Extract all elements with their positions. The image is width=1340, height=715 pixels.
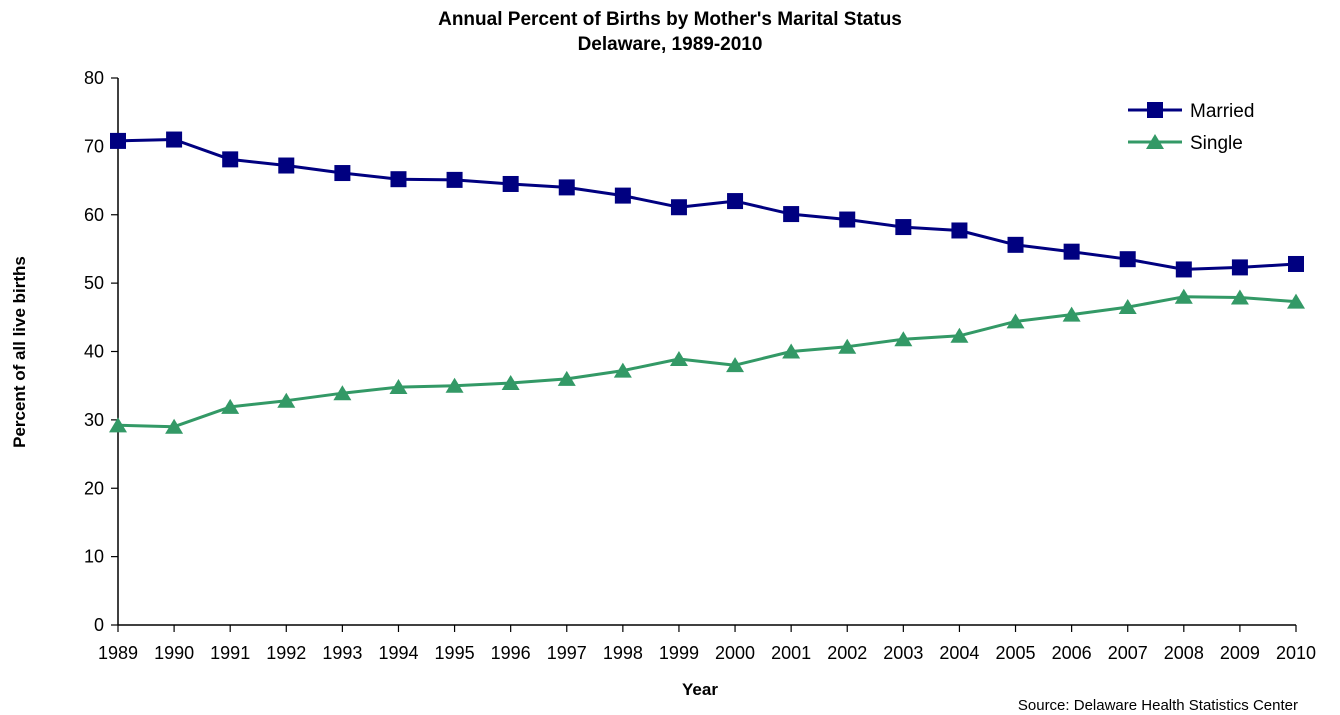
x-tick-label: 2010 [1276,643,1316,663]
source-note: Source: Delaware Health Statistics Cente… [1018,697,1298,714]
married-point [110,132,126,149]
single-point [1006,313,1025,329]
legend: Married Single [1128,101,1254,154]
married-point [727,193,744,210]
single-point [1287,293,1305,309]
x-tick-label: 1992 [266,643,306,663]
chart-title: Annual Percent of Births by Mother's Mar… [438,9,902,30]
married-point [951,222,968,239]
single-point [109,417,127,433]
x-tick-label: 1995 [435,643,475,663]
married-point [390,171,407,188]
single-point [1174,288,1193,304]
x-tick-label: 1998 [603,643,643,663]
married-point [1288,255,1304,272]
x-tick-label: 2003 [883,643,923,663]
series-single [109,288,1305,434]
x-tick-labels: 1989 1990 1991 1992 1993 1994 1995 1996 1997 1998… [98,643,1316,663]
single-point [165,418,184,434]
married-point [895,219,912,236]
x-tick-label: 2009 [1220,643,1260,663]
x-tick-label: 1990 [154,643,194,663]
married-point [558,179,575,196]
single-point [1230,289,1249,305]
single-point [1062,306,1081,322]
married-point [1063,243,1080,260]
married-point [783,206,800,223]
x-tick-label: 1989 [98,643,138,663]
married-point [1231,259,1248,276]
single-point [389,379,408,395]
married-point [166,131,183,148]
x-tick-label: 2001 [771,643,811,663]
series-layer [109,131,1305,434]
x-tick-label: 2006 [1052,643,1092,663]
legend-single-label: Single [1190,133,1243,154]
y-tick-label: 60 [84,205,104,225]
single-point [333,385,352,401]
x-tick-label: 2007 [1108,643,1148,663]
x-tick-label: 1994 [378,643,418,663]
single-point [557,370,576,386]
y-tick-label: 20 [84,478,104,498]
x-axis-label: Year [682,680,718,699]
married-point [614,187,631,204]
y-tick-labels: 0 10 20 30 40 50 60 70 80 [84,68,104,635]
x-tick-label: 1993 [322,643,362,663]
x-tick-label: 2005 [996,643,1036,663]
x-tick-label: 1991 [210,643,250,663]
married-point [839,211,856,228]
y-tick-label: 50 [84,273,104,293]
x-tick-label: 1999 [659,643,699,663]
y-tick-label: 30 [84,410,104,430]
married-line [117,138,1297,271]
axes [111,77,1297,632]
single-point [726,357,745,373]
chart-subtitle: Delaware, 1989-2010 [578,34,763,55]
y-tick-label: 0 [94,615,104,635]
legend-married-label: Married [1190,101,1254,122]
single-point [613,362,632,378]
married-point [1119,251,1136,268]
married-point [278,157,295,174]
single-point [501,374,520,390]
married-point [334,165,351,182]
single-point [838,338,857,354]
married-point [502,175,519,192]
legend-item-single: Single [1128,133,1243,154]
single-point [669,351,688,367]
legend-married-marker [1147,102,1163,118]
series-married [110,131,1304,278]
single-point [894,331,913,347]
x-tick-label: 1997 [547,643,587,663]
y-tick-label: 40 [84,342,104,362]
single-point [221,398,240,414]
x-tick-label: 2002 [827,643,867,663]
legend-item-married: Married [1128,101,1254,122]
x-tick-label: 2008 [1164,643,1204,663]
married-point [1007,236,1024,253]
y-tick-label: 10 [84,547,104,567]
x-tick-label: 2004 [939,643,979,663]
married-point [446,171,463,188]
single-point [950,327,969,343]
legend-single-marker [1146,134,1164,149]
y-tick-label: 80 [84,68,104,88]
married-point [1175,261,1192,278]
single-point [782,343,801,359]
single-point [277,392,296,408]
y-tick-label: 70 [84,136,104,156]
x-tick-label: 2000 [715,643,755,663]
x-tick-label: 1996 [491,643,531,663]
y-axis-label: Percent of all live births [10,256,29,448]
single-line [117,295,1297,429]
married-point [222,151,239,168]
single-point [1118,299,1137,315]
single-point [445,377,464,393]
married-point [670,199,687,216]
